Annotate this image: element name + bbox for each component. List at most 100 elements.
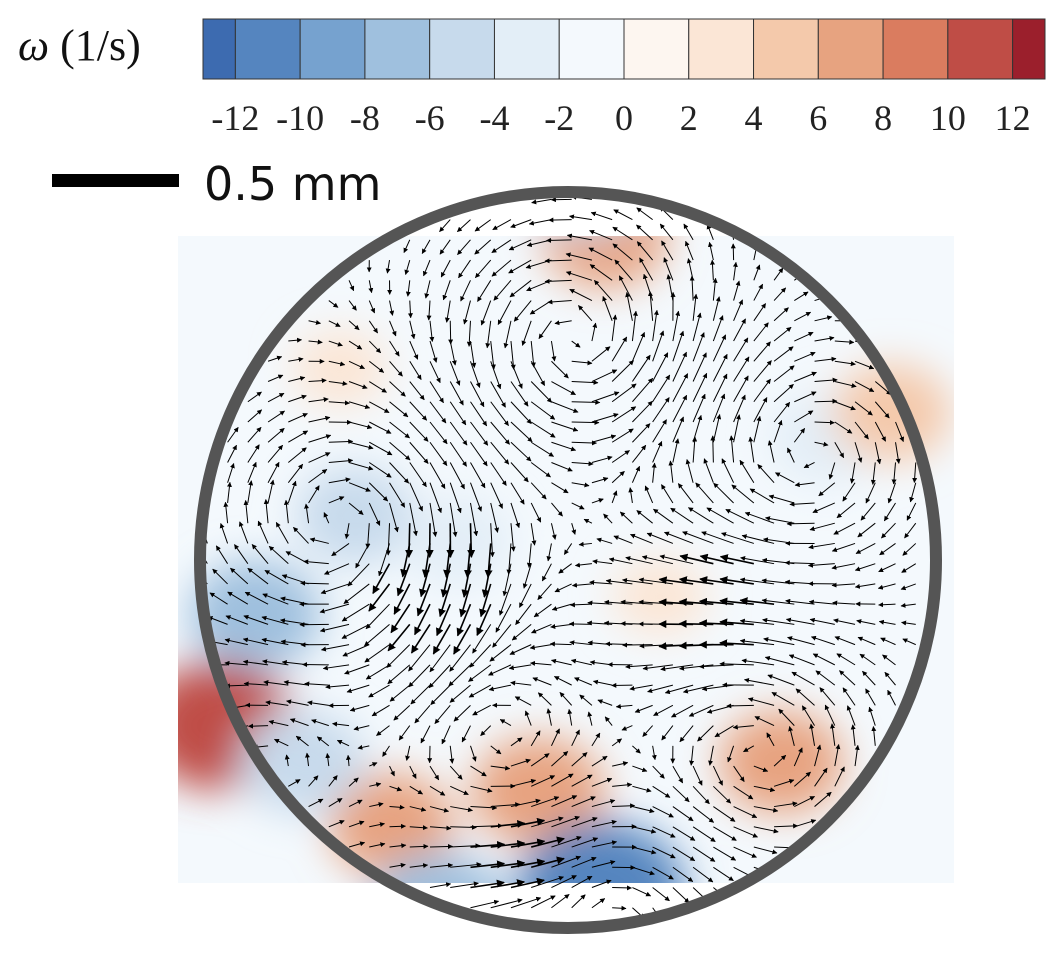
velocity-vector [449, 745, 455, 764]
velocity-vector [803, 462, 815, 469]
velocity-vector [618, 275, 633, 301]
velocity-vector [743, 745, 755, 753]
velocity-vector [672, 394, 688, 423]
velocity-vector [695, 482, 714, 504]
colorbar-tick-label: -4 [479, 98, 509, 138]
velocity-vector [328, 380, 348, 386]
velocity-vector [571, 420, 600, 426]
velocity-vector [753, 846, 778, 855]
velocity-vector [440, 563, 452, 598]
velocity-vector [719, 554, 755, 565]
velocity-vector [753, 397, 768, 423]
velocity-vector [832, 600, 856, 606]
velocity-vector [320, 644, 350, 652]
colorbar-tick-label: 2 [680, 98, 698, 138]
colorbar-tick-label: -10 [276, 98, 324, 138]
velocity-vector [436, 603, 451, 637]
velocity-vector [510, 896, 542, 909]
velocity-vector [814, 356, 837, 362]
velocity-vector [591, 455, 613, 463]
velocity-vector [408, 644, 431, 672]
velocity-vector [336, 739, 350, 747]
velocity-vector [551, 482, 569, 494]
velocity-vector [490, 462, 507, 486]
velocity-vector [587, 711, 593, 726]
velocity-vector [510, 798, 541, 808]
velocity-vector [850, 724, 856, 746]
velocity-vector [726, 703, 754, 709]
velocity-vector [611, 450, 630, 463]
velocity-vector [732, 724, 754, 730]
velocity-vector [862, 670, 876, 686]
velocity-vector [510, 421, 533, 443]
velocity-vector [530, 895, 556, 909]
velocity-vector [470, 361, 481, 388]
velocity-vector [230, 567, 249, 585]
colorbar-bin [1012, 18, 1046, 80]
velocity-vector [389, 862, 406, 868]
velocity-vector [810, 635, 835, 646]
velocity-vector [652, 866, 674, 880]
velocity-vector [551, 836, 582, 848]
velocity-vector [625, 664, 653, 670]
velocity-vector [571, 582, 592, 588]
velocity-vector [309, 537, 329, 544]
velocity-vector [389, 381, 406, 397]
velocity-vector [733, 806, 758, 819]
velocity-vector [887, 689, 896, 706]
velocity-vector [347, 563, 370, 587]
velocity-vector [592, 559, 613, 565]
velocity-vector [267, 461, 280, 483]
velocity-vector [409, 421, 429, 442]
velocity-vector [569, 214, 592, 221]
velocity-vector [368, 300, 376, 314]
velocity-vector [510, 817, 546, 828]
velocity-vector [868, 706, 876, 726]
velocity-vector [672, 330, 685, 362]
velocity-vector [712, 373, 728, 402]
velocity-vector [441, 725, 451, 745]
velocity-vector [591, 369, 618, 382]
velocity-vector [466, 320, 472, 347]
velocity-vector [632, 745, 641, 754]
velocity-vector [569, 288, 593, 302]
velocity-vector [408, 664, 431, 688]
velocity-vector [470, 765, 487, 777]
velocity-vector [677, 483, 694, 504]
colorbar-tick-label: -12 [211, 98, 259, 138]
velocity-vector [619, 511, 633, 524]
velocity-vector [432, 624, 451, 655]
velocity-vector [429, 644, 451, 673]
velocity-vector [532, 677, 552, 686]
velocity-vector [288, 413, 308, 423]
velocity-vector [733, 414, 741, 443]
velocity-vector [591, 840, 618, 848]
velocity-vector [267, 427, 285, 443]
velocity-vector [591, 755, 608, 767]
velocity-vector [597, 699, 613, 706]
velocity-vector [510, 401, 532, 425]
velocity-vector [767, 674, 795, 686]
velocity-vector [652, 785, 671, 798]
velocity-vector [295, 735, 309, 747]
velocity-vector [541, 563, 552, 582]
velocity-vector [856, 619, 876, 625]
velocity-vector [719, 576, 754, 585]
velocity-vector [328, 360, 346, 367]
velocity-vector [531, 796, 560, 808]
velocity-vector [836, 502, 856, 519]
velocity-vector [287, 480, 297, 504]
velocity-vector [763, 637, 795, 646]
velocity-vector [688, 507, 714, 524]
velocity-vector [824, 704, 836, 726]
velocity-vector [808, 542, 835, 550]
velocity-vector [613, 535, 633, 544]
velocity-vector [469, 502, 479, 537]
velocity-vector [692, 352, 707, 382]
velocity-vector [767, 440, 775, 463]
velocity-vector [396, 563, 411, 597]
velocity-vector [429, 462, 446, 489]
velocity-vector [558, 563, 572, 574]
velocity-vector [615, 703, 633, 709]
velocity-vector [773, 365, 795, 382]
